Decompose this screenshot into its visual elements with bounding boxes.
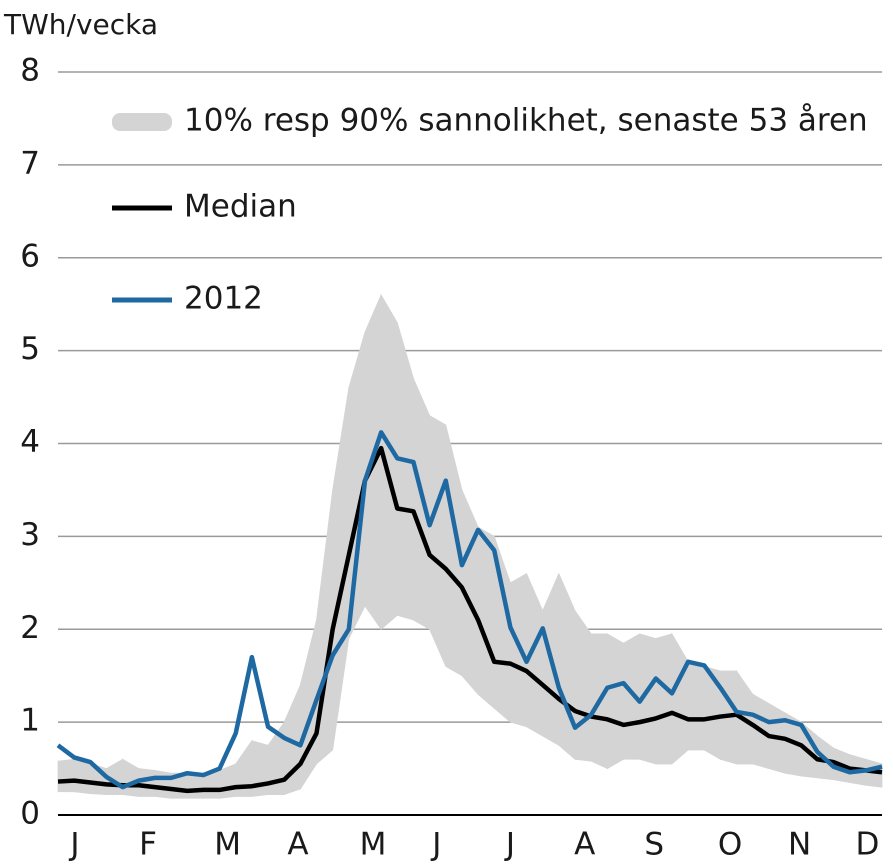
y-tick-label: 5 xyxy=(20,331,40,367)
x-tick-label: A xyxy=(287,827,308,863)
x-tick-label: J xyxy=(68,827,79,863)
band-segment xyxy=(558,573,576,761)
y-axis-label: TWh/vecka xyxy=(3,8,158,41)
x-tick-label: N xyxy=(788,827,811,863)
x-tick-label: J xyxy=(504,827,515,863)
y-tick-label: 2 xyxy=(20,610,40,646)
band-segment xyxy=(122,758,140,797)
y-tick-label: 7 xyxy=(20,145,40,181)
x-tick-label: O xyxy=(718,827,742,863)
y-tick-label: 3 xyxy=(20,517,40,553)
x-tick-label: F xyxy=(139,827,157,863)
legend-label: 10% resp 90% sannolikhet, senaste 53 åre… xyxy=(184,103,868,139)
band-segment xyxy=(606,633,624,770)
legend-swatch xyxy=(112,113,172,131)
line xyxy=(56,430,883,790)
x-tick-label: A xyxy=(574,827,595,863)
band-segment xyxy=(477,526,495,710)
x-tick-label: D xyxy=(856,827,880,863)
x-tick-label: S xyxy=(644,827,664,863)
band-segment xyxy=(655,633,673,765)
y-tick-label: 0 xyxy=(20,796,40,832)
x-tick-label: M xyxy=(360,827,387,863)
band-segment xyxy=(687,661,705,751)
band-segment xyxy=(413,378,431,630)
band-segment xyxy=(219,763,237,799)
y-tick-label: 8 xyxy=(20,53,40,89)
x-tick-label: M xyxy=(214,827,241,863)
y-tick-label: 1 xyxy=(20,703,40,739)
band-segment xyxy=(154,769,172,799)
y-tick-label: 4 xyxy=(20,424,40,460)
band-segment xyxy=(429,414,447,667)
band-segment xyxy=(509,572,527,728)
band-segment xyxy=(396,322,414,621)
legend-label: Median xyxy=(184,189,297,225)
line xyxy=(57,445,883,794)
band-segment xyxy=(73,758,91,795)
band-segment xyxy=(574,609,592,762)
x-tick-label: J xyxy=(430,827,441,863)
legend-label: 2012 xyxy=(184,281,263,317)
y-tick-label: 6 xyxy=(20,238,40,274)
band-segment xyxy=(671,632,689,765)
band-segment xyxy=(57,758,75,793)
